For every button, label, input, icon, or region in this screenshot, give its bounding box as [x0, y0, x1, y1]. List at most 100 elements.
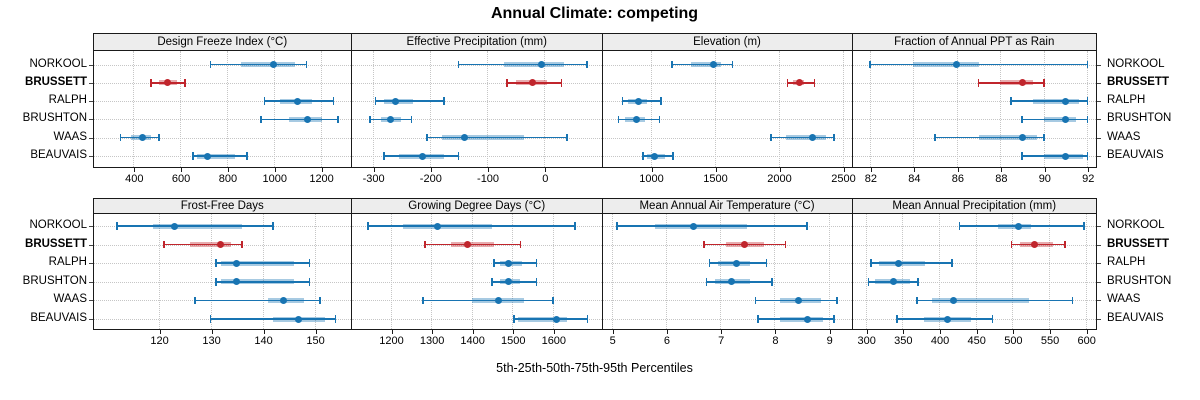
panel-strip: Elevation (m) — [602, 34, 852, 51]
whisker-line-5-95 — [163, 243, 242, 246]
median-dot — [418, 152, 426, 160]
median-dot — [1014, 222, 1022, 230]
y-tick-left — [88, 137, 93, 139]
y-label-right-norkool: NORKOOL — [1107, 219, 1165, 231]
median-dot — [689, 222, 697, 230]
whisker-cap-left — [116, 222, 118, 230]
gridline-y — [602, 300, 852, 302]
y-label-left-beauvais: BEAUVAIS — [30, 149, 87, 161]
y-tick-right — [1097, 156, 1101, 157]
median-dot — [494, 296, 502, 304]
median-dot — [1062, 152, 1070, 160]
gridline-x — [650, 50, 652, 167]
gridline-x — [778, 50, 780, 167]
whisker-cap-right — [334, 315, 337, 323]
whisker-cap-right — [535, 278, 538, 286]
y-label-right-brussett: BRUSSETT — [1107, 75, 1169, 88]
gridline-x — [262, 214, 264, 329]
whisker-cap-left — [934, 133, 936, 142]
gridline-x — [1012, 214, 1014, 329]
whisker-cap-left — [703, 240, 705, 249]
median-dot — [433, 222, 441, 230]
gridline-y — [602, 119, 852, 121]
x-tick-label: 400 — [930, 335, 950, 347]
x-tick — [211, 330, 213, 334]
whisker-cap-left — [617, 115, 620, 124]
y-tick-right — [1097, 281, 1101, 283]
y-tick-right — [1097, 137, 1101, 139]
whisker-cap-right — [1071, 296, 1074, 305]
whisker-cap-right — [535, 259, 538, 267]
x-tick — [488, 167, 490, 172]
x-tick — [651, 167, 653, 172]
gridline-x — [865, 214, 867, 329]
gridline-x — [180, 50, 182, 167]
whisker-cap-right — [586, 60, 588, 69]
x-tick — [181, 167, 183, 172]
median-dot — [391, 97, 399, 105]
y-tick-left — [88, 300, 93, 302]
x-tick-label: 90 — [1038, 172, 1051, 185]
x-tick-label: 350 — [894, 335, 913, 347]
x-tick-label: -100 — [477, 172, 500, 185]
whisker-cap-left — [757, 315, 759, 323]
whisker-cap-left — [457, 60, 460, 69]
whisker-cap-right — [183, 79, 186, 87]
gridline-x — [828, 214, 830, 329]
x-tick — [1050, 330, 1052, 334]
gridline-y — [93, 137, 351, 139]
panel-strip: Design Freeze Index (°C) — [93, 34, 351, 51]
gridline-x — [939, 214, 941, 329]
panel-strip-title: Mean Annual Precipitation (mm) — [892, 199, 1057, 212]
panel-growing-degree-days-c: Growing Degree Days (°C) 1200 1300 1400 1500… — [351, 197, 603, 347]
gridline-x — [133, 50, 135, 167]
gridline-y — [602, 101, 852, 103]
x-tick — [957, 167, 959, 172]
panel-plot-area — [88, 214, 351, 329]
gridline-y — [352, 156, 602, 157]
whisker-cap-right — [1083, 222, 1086, 230]
whisker-cap-left — [616, 222, 618, 230]
x-tick — [1088, 167, 1090, 172]
y-tick-left — [88, 101, 93, 103]
x-tick-label: 92 — [1082, 172, 1095, 185]
whisker-cap-right — [658, 115, 661, 124]
median-dot — [170, 222, 178, 230]
gridline-x — [226, 50, 228, 167]
x-tick — [391, 330, 393, 334]
whisker-line-5-95 — [493, 262, 537, 264]
whisker-cap-right — [246, 152, 248, 160]
median-dot — [1018, 79, 1026, 87]
panel-strip: Mean Annual Precipitation (mm) — [852, 198, 1096, 214]
x-tick — [1001, 167, 1003, 172]
whisker-cap-left — [867, 278, 870, 286]
gridline-x — [429, 50, 431, 167]
whisker-line-5-95 — [617, 225, 807, 227]
gridline-y — [352, 263, 602, 265]
panel-plot-area — [88, 50, 351, 167]
whisker-cap-right — [765, 259, 768, 267]
gridline-x — [431, 214, 433, 329]
whisker-cap-left — [192, 152, 194, 160]
whisker-cap-right — [552, 296, 554, 305]
x-tick-label: 9 — [826, 335, 833, 347]
median-dot — [233, 278, 241, 286]
x-tick-label: 1000 — [262, 172, 287, 185]
whisker-cap-left — [869, 60, 871, 69]
x-tick-label: 86 — [951, 172, 964, 185]
gridline-x — [314, 214, 316, 329]
whisker-cap-right — [566, 133, 568, 142]
x-tick-label: 800 — [218, 172, 238, 185]
gridline-x — [158, 214, 160, 329]
x-tick — [430, 167, 432, 172]
median-dot — [727, 278, 735, 286]
median-dot — [270, 61, 278, 68]
gridline-y — [602, 156, 852, 157]
gridline-x — [869, 50, 871, 167]
panel-plot-area — [352, 50, 602, 167]
gridline-x — [720, 214, 722, 329]
whisker-cap-left — [424, 240, 426, 249]
whisker-cap-left — [209, 315, 212, 323]
y-tick-right — [1097, 64, 1101, 66]
gridline-x — [1000, 50, 1002, 167]
